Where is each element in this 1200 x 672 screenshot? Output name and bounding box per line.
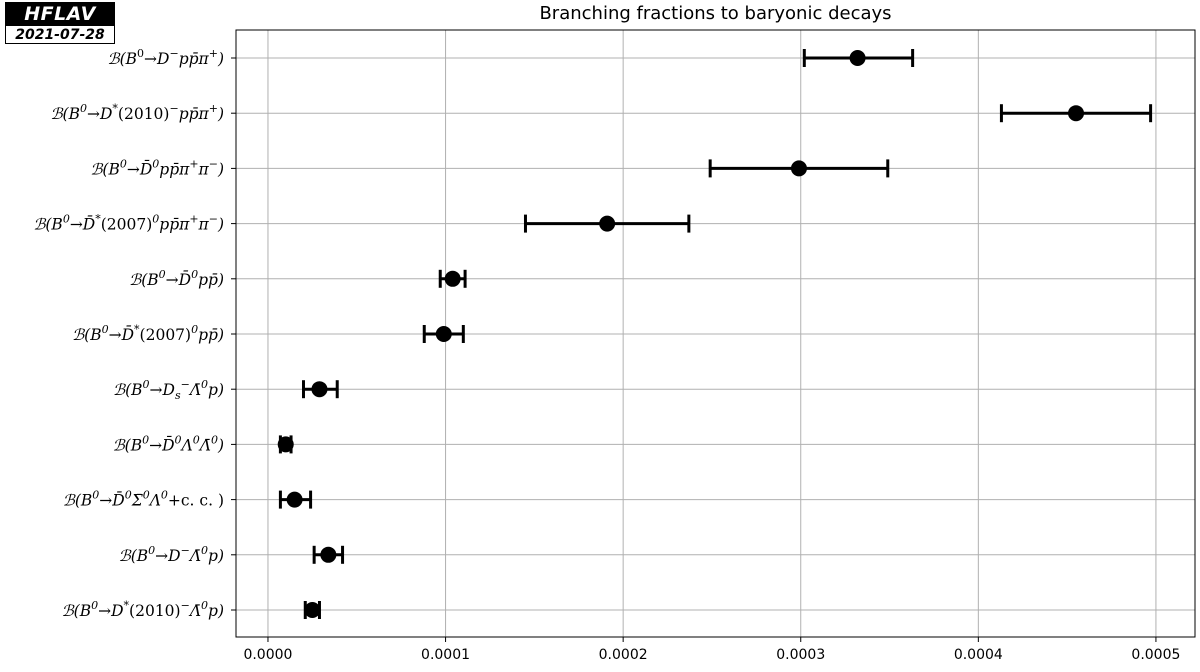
x-tick-label: 0.0001 [421, 647, 470, 663]
point-marker [444, 270, 461, 287]
x-tick-label: 0.0002 [599, 647, 648, 663]
x-tick-label: 0.0004 [954, 647, 1003, 663]
point-marker [849, 50, 866, 66]
y-tick-label: ℬ(B0→D̄0Σ̄0Λ0+c. c. ) [63, 489, 224, 510]
y-tick-label: ℬ(B0→D̄*(2007)0pp̄) [72, 323, 224, 344]
y-tick-label: ℬ(B0→D−pp̄π+) [107, 47, 224, 68]
data-point [523, 214, 691, 233]
point-marker [311, 381, 328, 398]
hflav-logo-text: HFLAV [5, 2, 115, 26]
y-axis: ℬ(B0→D−pp̄π+) ℬ(B0→D*(2010)−pp̄π+) ℬ(B0→D̄… [33, 47, 236, 620]
x-tick-label: 0.0003 [776, 647, 825, 663]
data-point [278, 490, 313, 509]
data-point [303, 601, 321, 619]
y-tick-label: ℬ(B0→D̄*(2007)0pp̄π+π−) [33, 213, 224, 234]
x-tick-label: 0.0005 [1131, 647, 1180, 663]
grid-lines [236, 30, 1195, 637]
data-point [277, 435, 294, 454]
data-point [438, 269, 467, 288]
y-tick-label: ℬ(B0→Ds−Λ̄0p) [113, 378, 224, 402]
y-tick-label: ℬ(B0→D̄0pp̄π+π−) [90, 157, 224, 178]
chart-title: Branching fractions to baryonic decays [539, 3, 892, 24]
data-point [312, 545, 345, 564]
data-point [422, 325, 465, 343]
data-point [301, 380, 339, 399]
data-marks [277, 49, 1153, 619]
y-tick-label: ℬ(B0→D*(2010)−Λ̄0p) [62, 599, 225, 620]
x-axis: 0.0000 0.0001 0.0002 0.0003 0.0004 0.0005 [243, 637, 1180, 663]
hflav-badge: HFLAV 2021-07-28 [5, 2, 115, 44]
y-tick-label: ℬ(B0→D*(2010)−pp̄π+) [50, 102, 224, 123]
y-tick-label: ℬ(B0→D̄0Λ0Λ̄0) [112, 433, 224, 454]
data-point [708, 159, 890, 178]
badge-date: 2021-07-28 [5, 26, 115, 44]
y-tick-label: ℬ(B0→D̄0pp̄) [129, 268, 224, 289]
point-marker [435, 326, 452, 342]
data-point [802, 49, 915, 67]
point-marker [286, 491, 303, 508]
point-marker [320, 546, 337, 563]
point-marker [1068, 105, 1085, 122]
point-marker [599, 215, 616, 232]
point-marker [304, 602, 321, 618]
data-point [999, 104, 1153, 123]
y-tick-label: ℬ(B0→D−Λ̄0p) [119, 544, 224, 565]
x-tick-label: 0.0000 [243, 647, 292, 663]
point-marker [277, 436, 294, 453]
point-marker [790, 160, 807, 177]
